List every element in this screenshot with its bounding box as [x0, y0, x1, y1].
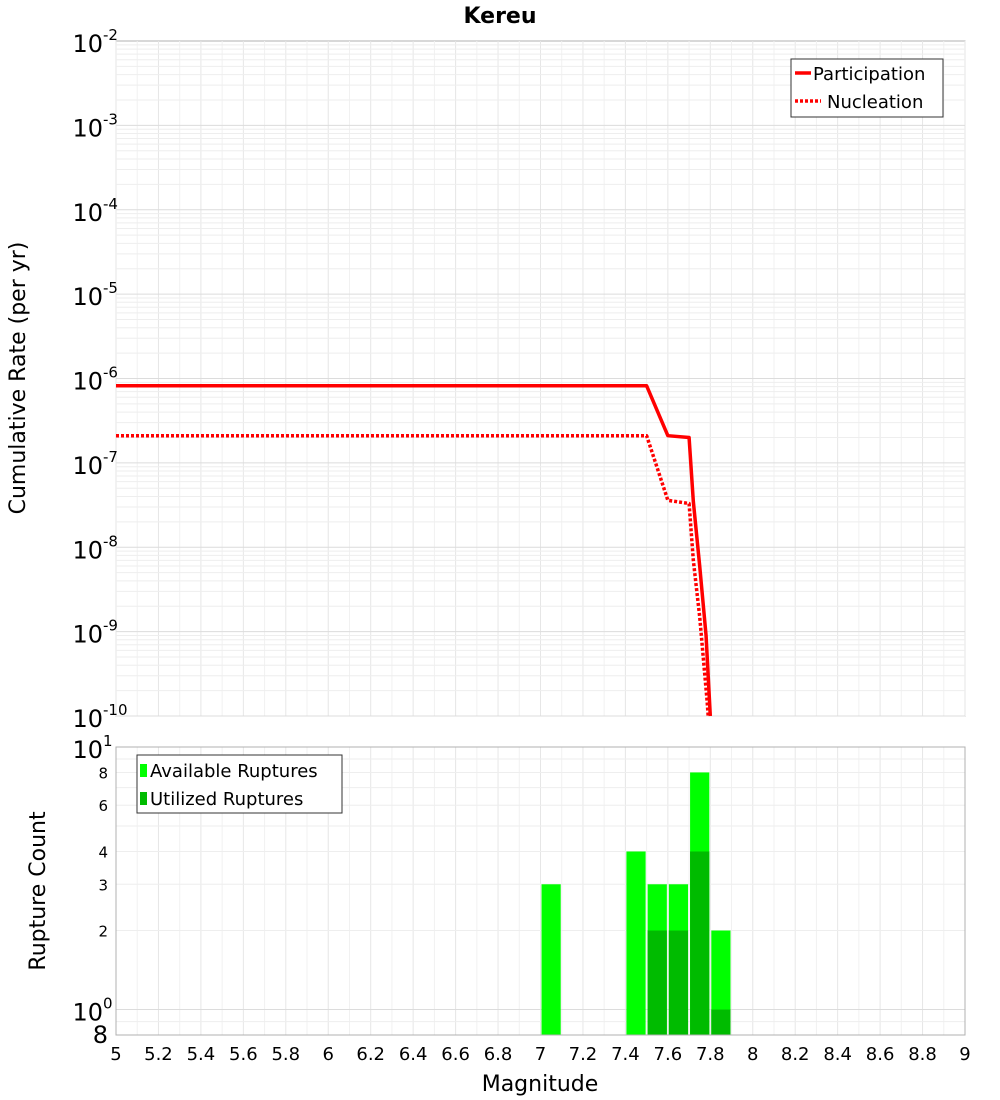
rate-y-tick-exponent: -4	[103, 195, 118, 213]
count-y-tick-exponent: 1	[103, 732, 113, 750]
rate-y-tick-exponent: -5	[103, 279, 118, 297]
count-y-tick-minor: 6	[98, 797, 108, 815]
rate-y-tick: 10 -7	[72, 448, 118, 480]
rate-y-tick-base: 10	[72, 283, 103, 311]
rate-panel: 10-210-310-410-510-610-710-810-910-10 Cu…	[6, 26, 966, 733]
legend-swatch-available	[140, 764, 147, 777]
x-tick-label: 7.2	[569, 1044, 598, 1065]
rate-y-tick: 10 -3	[72, 110, 118, 142]
rate-y-tick-exponent: -9	[103, 617, 118, 635]
rate-y-tick: 10 -5	[72, 279, 118, 311]
rate-y-tick-base: 10	[72, 705, 103, 733]
bar-utilized-ruptures	[668, 930, 689, 1035]
count-legend-box	[136, 754, 343, 814]
bar-utilized-ruptures	[690, 851, 710, 1035]
rate-y-tick: 10 -6	[72, 364, 118, 396]
count-y-tick-minor: 4	[98, 843, 108, 861]
bar-available-ruptures	[541, 884, 561, 1035]
series-line-participation	[116, 384, 713, 717]
bar-utilized-ruptures	[711, 1009, 731, 1035]
x-tick-label: 5	[110, 1044, 121, 1065]
count-y-tick-minor: 2	[98, 923, 108, 941]
chart-title: Kereu	[463, 4, 536, 29]
count-bars	[541, 772, 731, 1035]
legend-label-participation: Participation	[813, 64, 925, 85]
legend-label-nucleation: Nucleation	[827, 92, 923, 113]
x-tick-label: 5.4	[187, 1044, 216, 1065]
x-tick-label: 7.4	[611, 1044, 640, 1065]
x-tick-label: 6.4	[399, 1044, 428, 1065]
rate-grid	[115, 41, 966, 717]
rate-legend: Participation Nucleation	[790, 58, 944, 118]
rate-y-tick: 10 -2	[72, 26, 118, 58]
series-line-nucleation	[116, 433, 710, 717]
count-plot-frame	[115, 746, 966, 1036]
rate-y-tick-base: 10	[72, 621, 103, 649]
rate-legend-box	[790, 58, 944, 118]
rate-y-tick-base: 10	[72, 536, 103, 564]
rate-y-tick-base: 10	[72, 114, 103, 142]
rate-y-tick: 10 -10	[72, 701, 127, 733]
rate-y-tick-exponent: -2	[103, 26, 118, 44]
x-tick-label: 6.6	[441, 1044, 470, 1065]
count-y-tick-minor: 8	[98, 764, 108, 782]
bar-available-ruptures	[626, 851, 646, 1035]
x-tick-label: 8.4	[823, 1044, 852, 1065]
count-y-tick-base: 10	[72, 999, 103, 1027]
count-legend: Available Ruptures Utilized Ruptures	[136, 754, 343, 814]
x-tick-label: 7.8	[696, 1044, 725, 1065]
x-tick-label: 6.8	[484, 1044, 513, 1065]
rate-y-tick: 10 -9	[72, 617, 118, 649]
x-tick-label: 5.6	[229, 1044, 258, 1065]
rate-lines	[116, 384, 713, 717]
x-tick-label: 8.6	[866, 1044, 895, 1065]
rate-y-tick: 10 -8	[72, 532, 118, 564]
rate-y-axis-label: Cumulative Rate (per yr)	[6, 242, 31, 515]
rate-y-tick: 10 -4	[72, 195, 118, 227]
bar-available-ruptures	[711, 930, 731, 1035]
count-y-tick-exponent: 0	[103, 995, 113, 1013]
x-tick-label: 9	[959, 1044, 970, 1065]
x-tick-label: 7.6	[654, 1044, 683, 1065]
bar-utilized-ruptures	[647, 930, 667, 1035]
legend-label-utilized: Utilized Ruptures	[150, 789, 303, 810]
x-tick-label: 7	[535, 1044, 546, 1065]
count-y-tick-minor: 3	[98, 876, 108, 894]
x-tick-label: 5.2	[144, 1044, 173, 1065]
x-tick-label: 5.8	[271, 1044, 300, 1065]
legend-swatch-utilized	[140, 792, 147, 805]
count-y-tick-major: 10 1	[72, 732, 112, 764]
x-tick-label: 8.8	[908, 1044, 937, 1065]
rate-y-tick-exponent: -3	[103, 110, 118, 128]
count-y-tick-major: 10 0	[72, 995, 112, 1027]
rate-y-tick-exponent: -6	[103, 364, 118, 382]
count-y-tick-minor: 8	[93, 1021, 108, 1049]
legend-label-available: Available Ruptures	[150, 761, 318, 782]
x-tick-label: 8.2	[781, 1044, 810, 1065]
count-x-ticks: 5 5.2 5.4 5.6 5.8 6 6.2 6.4 6.6 6.8 7 7.2 7.4 7.6 7.8 8…	[110, 1044, 970, 1065]
rate-y-tick-base: 10	[72, 199, 103, 227]
rate-y-tick-base: 10	[72, 30, 103, 58]
x-tick-label: 6	[323, 1044, 334, 1065]
x-axis-label: Magnitude	[482, 1072, 599, 1097]
rate-y-tick-base: 10	[72, 368, 103, 396]
x-tick-label: 6.2	[356, 1044, 385, 1065]
rate-y-tick-exponent: -7	[103, 448, 118, 466]
rate-y-tick-base: 10	[72, 452, 103, 480]
rate-y-tick-exponent: -10	[103, 701, 128, 719]
rate-y-ticks: 10-210-310-410-510-610-710-810-910-10	[72, 26, 127, 733]
x-tick-label: 8	[747, 1044, 758, 1065]
count-y-tick-base: 10	[72, 736, 103, 764]
count-y-axis-label: Rupture Count	[26, 811, 51, 971]
rate-y-tick-exponent: -8	[103, 532, 118, 550]
